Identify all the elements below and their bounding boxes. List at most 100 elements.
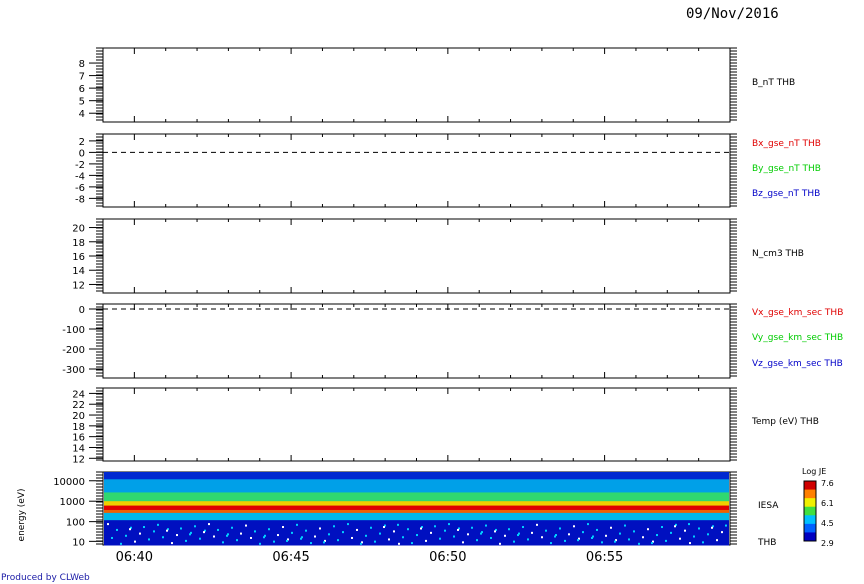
heatmap-speckle (656, 534, 658, 537)
y-axis-label: energy (eV) (17, 489, 27, 542)
heatmap-speckle (310, 542, 312, 545)
heatmap-speckle (444, 529, 446, 532)
heatmap-band (104, 501, 729, 507)
heatmap-speckle (194, 525, 196, 528)
heatmap-speckle (402, 536, 404, 539)
heatmap-speckle (499, 542, 501, 545)
heatmap-speckle (670, 531, 672, 534)
heatmap-speckle (143, 526, 145, 529)
heatmap-speckle (337, 539, 339, 542)
heatmap-speckle (596, 528, 598, 531)
heatmap-speckle (148, 538, 150, 541)
y-tick-label: -8 (75, 194, 85, 205)
heatmap-speckle (642, 536, 644, 539)
y-tick-label: 16 (72, 433, 85, 444)
x-tick-label: 06:50 (429, 550, 466, 565)
heatmap-speckle (286, 539, 288, 542)
heatmap-speckle (476, 539, 478, 542)
heatmap-speckle (545, 529, 547, 532)
heatmap-speckle (638, 542, 640, 545)
heatmap-speckle (494, 530, 496, 533)
heatmap-speckle (245, 524, 247, 527)
series-label: By_gse_nT THB (752, 164, 821, 174)
heatmap-speckle (222, 541, 224, 544)
heatmap-speckle (231, 526, 233, 529)
heatmap-speckle (430, 531, 432, 534)
heatmap-speckle (536, 523, 538, 526)
heatmap-speckle (356, 528, 358, 531)
heatmap-speckle (707, 533, 709, 536)
heatmap-speckle (615, 539, 617, 542)
y-tick-label: 8 (79, 59, 85, 70)
y-tick-label: 6 (79, 84, 85, 95)
series-label: Temp (eV) THB (751, 417, 819, 427)
heatmap-speckle (716, 539, 718, 542)
heatmap-speckle (199, 537, 201, 540)
heatmap-speckle (282, 526, 284, 529)
y-tick-label: 22 (72, 400, 85, 411)
heatmap-speckle (240, 532, 242, 535)
heatmap-speckle (610, 526, 612, 529)
heatmap-label: IESA (758, 501, 779, 511)
heatmap-speckle (578, 537, 580, 540)
heatmap-band (104, 472, 729, 480)
heatmap-speckle (300, 537, 302, 540)
heatmap-speckle (495, 528, 497, 531)
credit-label: Produced by CLWeb (1, 573, 90, 583)
y-tick-label: 24 (72, 389, 85, 400)
date-label: 09/Nov/2016 (686, 6, 779, 22)
heatmap-speckle (370, 526, 372, 529)
heatmap-speckle (448, 523, 450, 526)
colorbar-frame (803, 480, 817, 542)
heatmap-speckle (204, 529, 206, 532)
heatmap-speckle (679, 537, 681, 540)
heatmap-speckle (480, 532, 482, 535)
heatmap-speckle (291, 531, 293, 534)
heatmap-speckle (661, 526, 663, 529)
heatmap-band (104, 509, 729, 514)
heatmap-speckle (555, 534, 557, 537)
heatmap-speckle (374, 540, 376, 543)
y-tick-label: 100 (66, 518, 85, 529)
heatmap-speckle (360, 542, 362, 545)
heatmap-speckle (208, 523, 210, 526)
heatmap-speckle (481, 531, 483, 534)
heatmap-speckle (379, 532, 381, 535)
heatmap-speckle (263, 536, 265, 539)
heatmap-speckle (342, 531, 344, 534)
panel-frame (102, 47, 731, 123)
heatmap-speckle (107, 523, 109, 526)
heatmap-speckle (388, 538, 390, 541)
heatmap-speckle (213, 535, 215, 538)
panel-frame (102, 133, 731, 208)
heatmap-speckle (250, 536, 252, 539)
x-axis-probe-label: THB (757, 538, 776, 548)
heatmap-speckle (185, 539, 187, 542)
colorbar-segment (804, 532, 816, 542)
series-label: B_nT THB (752, 78, 795, 88)
heatmap-speckle (624, 524, 626, 527)
heatmap-speckle (518, 532, 520, 535)
heatmap-speckle (162, 536, 164, 539)
y-tick-label: 2 (79, 137, 85, 148)
heatmap-speckle (592, 535, 594, 538)
heatmap-speckle (628, 538, 630, 541)
heatmap-speckle (259, 542, 261, 545)
heatmap-speckle (688, 523, 690, 526)
heatmap-speckle (647, 528, 649, 531)
heatmap-speckle (361, 541, 363, 544)
heatmap-speckle (711, 526, 713, 529)
heatmap-band (104, 520, 729, 546)
x-tick-label: 06:45 (272, 550, 309, 565)
y-tick-label: 20 (72, 224, 85, 235)
series-label: Vy_gse_km_sec THB (752, 333, 843, 343)
heatmap-speckle (273, 540, 275, 543)
heatmap-speckle (467, 533, 469, 536)
colorbar-tick-label: 7.6 (821, 479, 834, 488)
heatmap-speckle (190, 531, 192, 534)
heatmap-speckle (203, 531, 205, 534)
heatmap-speckle (398, 542, 400, 545)
heatmap-speckle (305, 529, 307, 532)
y-tick-label: 14 (72, 443, 85, 454)
y-tick-label: 0 (79, 305, 85, 316)
